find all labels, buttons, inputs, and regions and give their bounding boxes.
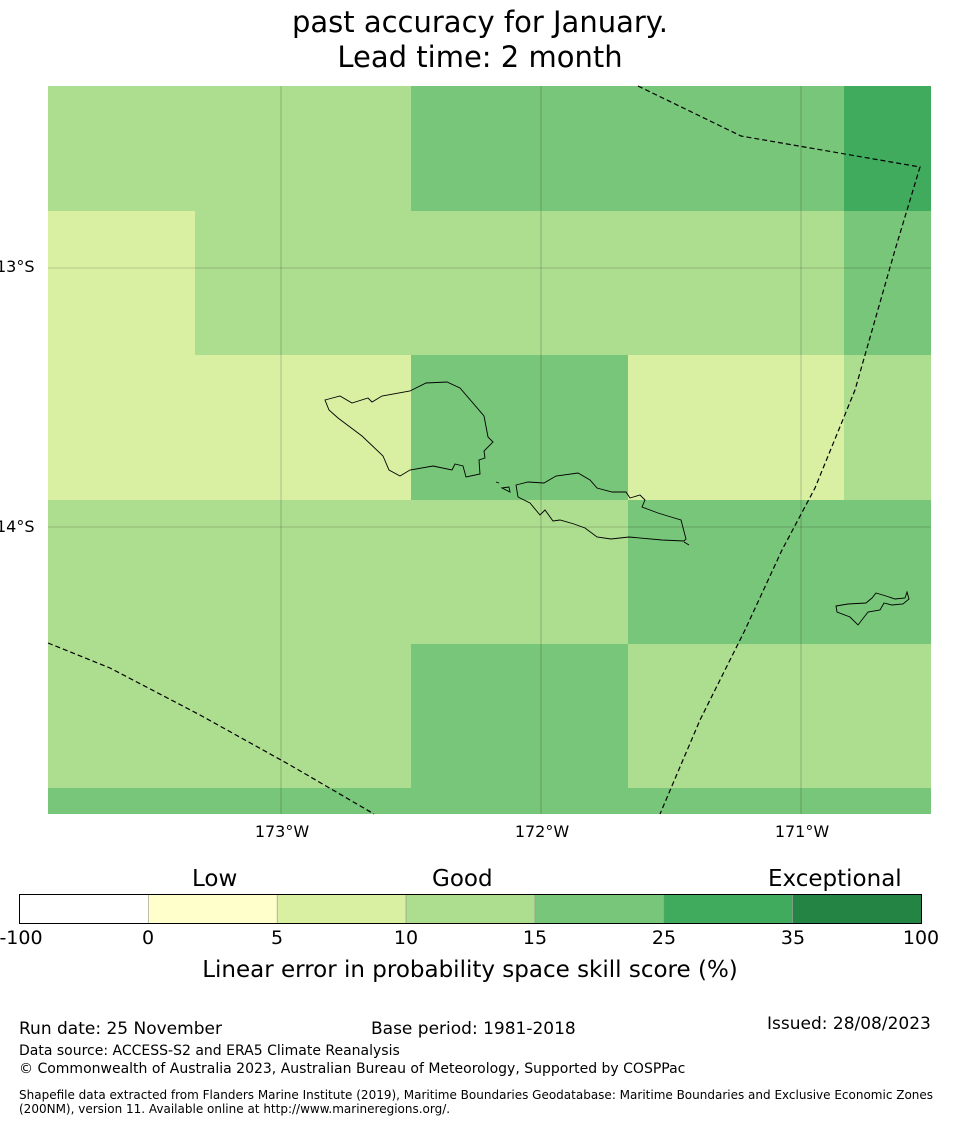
grid-cell <box>844 788 931 814</box>
grid-cell <box>844 211 931 355</box>
grid-cell <box>48 211 195 355</box>
map-title-line-1: past accuracy for January. <box>291 5 669 39</box>
eez-boundaries <box>47 85 921 815</box>
colorbar-segment <box>792 894 922 924</box>
grid-cell <box>195 788 411 814</box>
tutuila-island <box>835 590 910 626</box>
grid-cell <box>411 788 628 814</box>
lat-label-13s: 13°S <box>0 257 35 276</box>
colorbar-segment <box>148 894 278 924</box>
lon-label-173w: 173°W <box>254 822 310 841</box>
colorbar-segments <box>19 894 922 924</box>
colorbar-segment <box>19 894 149 924</box>
grid-cell <box>195 644 411 788</box>
category-label-exceptional: Exceptional <box>768 866 902 892</box>
tick-label-10: 10 <box>393 927 419 949</box>
skill-grid <box>48 86 931 814</box>
grid-cell <box>628 788 844 814</box>
grid-cell <box>195 355 411 500</box>
grid-cell <box>48 86 195 211</box>
colorbar-segment <box>405 894 536 924</box>
upolu-island <box>515 472 687 542</box>
grid-cell <box>628 500 844 644</box>
category-label-good: Good <box>432 866 493 892</box>
grid-cell <box>411 86 628 211</box>
colorbar-segment <box>276 894 407 924</box>
savaii-island <box>324 381 494 478</box>
tick-label-100: 100 <box>902 927 940 949</box>
small-islets <box>495 481 690 546</box>
grid-cell <box>48 355 195 500</box>
eez-boundary-east <box>637 85 921 815</box>
grid-cell <box>844 644 931 788</box>
lon-label-172w: 172°W <box>514 822 570 841</box>
tick-label-25: 25 <box>651 927 677 949</box>
grid-cell <box>48 644 195 788</box>
coastlines <box>324 381 910 626</box>
copyright: © Commonwealth of Australia 2023, Austra… <box>19 1061 686 1077</box>
grid-cell <box>411 211 628 355</box>
tick-label-0: 0 <box>141 927 155 949</box>
colorbar-frame <box>19 894 922 924</box>
shapefile-credit: Shapefile data extracted from Flanders M… <box>19 1088 934 1116</box>
category-label-low: Low <box>192 866 238 892</box>
run-date: Run date: 25 November <box>19 1019 222 1039</box>
colorbar-segment <box>534 894 665 924</box>
grid-cell <box>844 500 931 644</box>
tick-label-5: 5 <box>270 927 284 949</box>
grid-cell <box>195 86 411 211</box>
grid-cell <box>195 500 411 644</box>
grid-cell <box>411 644 628 788</box>
map-title-line-2: Lead time: 2 month <box>337 40 623 74</box>
colorbar <box>19 894 922 924</box>
grid-cell <box>411 500 628 644</box>
tick-label-35: 35 <box>780 927 806 949</box>
grid-cell <box>844 86 931 211</box>
grid-cell <box>48 500 195 644</box>
grid-cell <box>844 355 931 500</box>
lat-lon-gridlines <box>48 86 931 814</box>
colorbar-title: Linear error in probability space skill … <box>202 957 738 983</box>
tick-label-15: 15 <box>522 927 548 949</box>
grid-cell <box>411 355 628 500</box>
colorbar-segment <box>663 894 793 924</box>
issued-date: Issued: 28/08/2023 <box>767 1014 931 1034</box>
tick-label-minus100: -100 <box>0 927 43 949</box>
lat-label-14s: 14°S <box>0 517 35 536</box>
lon-label-171w: 171°W <box>774 822 830 841</box>
grid-cell <box>195 211 411 355</box>
grid-cell <box>628 211 844 355</box>
grid-cell <box>628 644 844 788</box>
grid-cell <box>628 355 844 500</box>
eez-boundary-southwest <box>47 642 375 815</box>
grid-cell <box>628 86 844 211</box>
grid-cell <box>48 788 195 814</box>
base-period: Base period: 1981-2018 <box>371 1019 576 1039</box>
data-source: Data source: ACCESS-S2 and ERA5 Climate … <box>19 1043 400 1059</box>
